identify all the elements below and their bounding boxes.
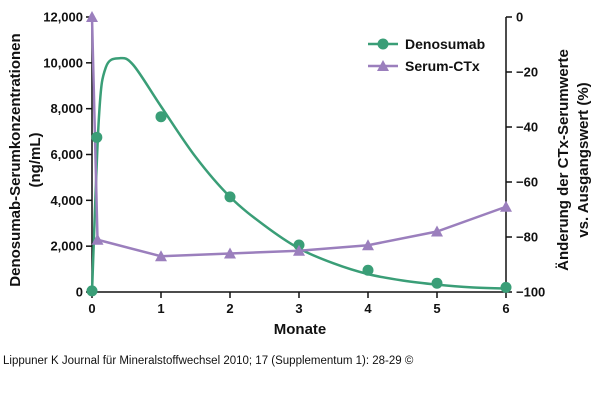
y-tick-right-label: −60 <box>516 175 538 190</box>
y-tick-right-label: −80 <box>516 230 538 245</box>
denosumab-point <box>224 191 236 203</box>
denosumab-point <box>155 111 167 123</box>
x-tick-label: 1 <box>157 301 164 316</box>
y-tick-right-label: −100 <box>516 285 545 300</box>
y-tick-left-label: 2,000 <box>50 239 83 254</box>
x-axis-title: Monate <box>274 321 327 338</box>
y-tick-right-label: −40 <box>516 120 538 135</box>
legend-ctx-label: Serum-CTx <box>405 58 480 74</box>
denosumab-point <box>91 131 103 143</box>
serum-ctx-point <box>500 200 512 212</box>
y-axis-right-title-line2: vs. Ausgangswert (%) <box>575 82 592 237</box>
axes-layer: 0 2,000 4,000 6,000 8,000 10,000 12,000 −100 −80… <box>43 10 545 317</box>
series-layer <box>86 11 512 297</box>
labels-layer: Monate Denosumab-Serumkonzentrationen (n… <box>7 33 592 338</box>
y-axis-left-title-line1: Denosumab-Serumkonzentrationen <box>7 33 24 286</box>
serum-ctx-point <box>91 233 104 245</box>
x-tick-label: 4 <box>364 301 372 316</box>
serum-ctx-point <box>431 225 443 237</box>
serum-ctx-point <box>86 11 98 22</box>
denosumab-point <box>500 281 512 293</box>
y-tick-left-label: 10,000 <box>43 55 83 70</box>
legend-ctx-marker <box>377 60 389 71</box>
denosumab-point <box>362 264 374 276</box>
serum-ctx-point <box>293 244 305 256</box>
x-tick-label: 6 <box>502 301 509 316</box>
y-tick-left-label: 6,000 <box>50 147 83 162</box>
x-tick-label: 2 <box>226 301 233 316</box>
source-citation: Lippuner K Journal für Mineralstoffwechs… <box>3 355 414 367</box>
y-axis-left-title-line2: (ng/mL) <box>27 133 44 188</box>
denosumab-curve <box>90 56 507 293</box>
y-tick-right-label: −20 <box>516 65 538 80</box>
y-axis-right-title-line1: Änderung der CTx-Serumwerte <box>555 49 572 271</box>
serum-ctx-line <box>90 16 507 258</box>
denosumab-point <box>431 277 443 289</box>
legend-denosumab-marker <box>377 38 389 50</box>
serum-ctx-point <box>155 250 167 262</box>
y-tick-right-label: 0 <box>516 10 523 25</box>
serum-ctx-point <box>362 239 374 251</box>
y-tick-left-label: 4,000 <box>50 193 83 208</box>
x-tick-label: 0 <box>88 301 95 316</box>
y-tick-left-label: 12,000 <box>43 10 83 25</box>
legend: Denosumab Serum-CTx <box>368 36 485 74</box>
y-tick-left-label: 0 <box>76 285 83 300</box>
serum-ctx-point <box>224 247 236 259</box>
denosumab-point <box>86 285 98 297</box>
x-tick-label: 3 <box>295 301 302 316</box>
legend-denosumab-label: Denosumab <box>405 36 485 52</box>
x-tick-label: 5 <box>433 301 440 316</box>
y-tick-left-label: 8,000 <box>50 101 83 116</box>
